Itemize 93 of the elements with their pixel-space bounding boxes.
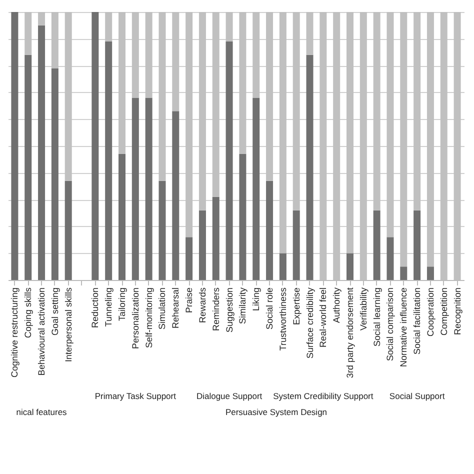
bar — [266, 12, 274, 181]
bar — [172, 12, 180, 112]
text: System Credibility Support — [273, 391, 374, 401]
bar — [292, 210, 300, 280]
x-tick-label: Coping skills — [23, 287, 34, 338]
bar — [158, 12, 166, 181]
bar — [400, 266, 408, 280]
x-tick-label: Normative influence — [398, 288, 409, 368]
text: nical features — [16, 407, 67, 417]
bar — [373, 12, 380, 210]
x-tick-label: Self-monitoring — [144, 288, 154, 348]
x-tick-label: Behavioural activation — [36, 288, 47, 376]
x-tick-label: Real-world feel — [318, 288, 328, 348]
bar — [198, 12, 206, 210]
bar — [252, 98, 260, 280]
bar — [252, 12, 260, 98]
bar — [279, 253, 286, 280]
text: Dialogue Support — [196, 391, 263, 401]
bar — [51, 68, 58, 280]
bar — [132, 12, 139, 98]
x-tick-label: Cognitive restructuring — [10, 288, 20, 378]
bar — [118, 12, 126, 154]
x-tick-label: Goal setting — [50, 288, 60, 336]
x-tick-label: Rehearsal — [170, 288, 181, 329]
x-tick-label: Social comparison — [385, 288, 396, 362]
bar — [186, 237, 193, 280]
bar — [226, 41, 233, 280]
text: Social Support — [389, 391, 446, 401]
bar — [346, 253, 354, 280]
bar — [198, 210, 206, 280]
x-tick-label: Suggestion — [224, 288, 234, 333]
bar — [158, 180, 166, 280]
x-tick-label: Tailoring — [117, 288, 127, 322]
bar — [105, 41, 112, 280]
x-tick-label: Simulation — [157, 288, 168, 330]
x-tick-label: 3rd party endorsement — [345, 287, 355, 378]
x-tick-label: Verifiability — [358, 287, 368, 331]
x-tick-label: Social facilitation — [412, 288, 422, 355]
x-tick-label: Reminders — [210, 287, 221, 332]
bar — [51, 12, 58, 68]
x-tick-label: Social learning — [372, 288, 382, 347]
x-tick-label: Authority — [332, 287, 342, 324]
bar — [118, 154, 126, 280]
text: Persuasive System Design — [225, 407, 328, 417]
bar — [212, 12, 220, 197]
bar — [239, 12, 246, 154]
bar — [64, 180, 72, 280]
bar — [414, 12, 421, 210]
x-tick-label: Recognition — [452, 288, 462, 336]
bar — [92, 12, 99, 280]
bar — [24, 54, 32, 280]
bar — [414, 210, 421, 280]
bar — [226, 12, 233, 42]
bar — [386, 237, 394, 280]
x-tick-label: Surface credibility — [304, 287, 315, 359]
bar — [212, 196, 220, 280]
x-tick-label: Reduction — [90, 288, 100, 328]
x-tick-label: Liking — [251, 288, 262, 312]
bar — [38, 12, 46, 26]
bar — [346, 12, 354, 254]
x-tick-label: Trustworthiness — [278, 287, 288, 351]
bar — [400, 12, 408, 267]
x-tick-label: Interpersonal skills — [63, 287, 74, 362]
bar — [64, 12, 72, 181]
bar — [279, 12, 286, 254]
bar — [172, 111, 180, 280]
bar — [306, 12, 314, 55]
bar — [132, 98, 139, 280]
bar — [145, 12, 152, 98]
bar — [24, 12, 32, 55]
x-tick-label: Competition — [438, 288, 449, 336]
x-tick-label: Rewards — [197, 287, 208, 324]
bar — [386, 12, 394, 238]
x-tick-label: Expertise — [291, 288, 302, 326]
bar — [186, 12, 193, 238]
x-tick-label: Social role — [264, 288, 275, 330]
bar — [373, 210, 380, 280]
bar — [105, 12, 112, 42]
x-tick-label: Cooperation — [425, 288, 436, 337]
bar — [239, 154, 246, 280]
bar — [426, 266, 434, 280]
bar — [306, 54, 314, 280]
x-tick-label: Tunneling — [104, 288, 114, 327]
bar — [38, 25, 46, 280]
x-tick-label: Praise — [184, 288, 194, 314]
x-tick-label: Similarity — [238, 287, 248, 324]
text: Primary Task Support — [94, 391, 177, 401]
bar — [145, 98, 152, 280]
bar — [11, 12, 18, 280]
x-tick-label: Personalization — [130, 288, 140, 350]
bar — [266, 180, 274, 280]
bar — [426, 12, 434, 267]
bar — [292, 12, 300, 210]
